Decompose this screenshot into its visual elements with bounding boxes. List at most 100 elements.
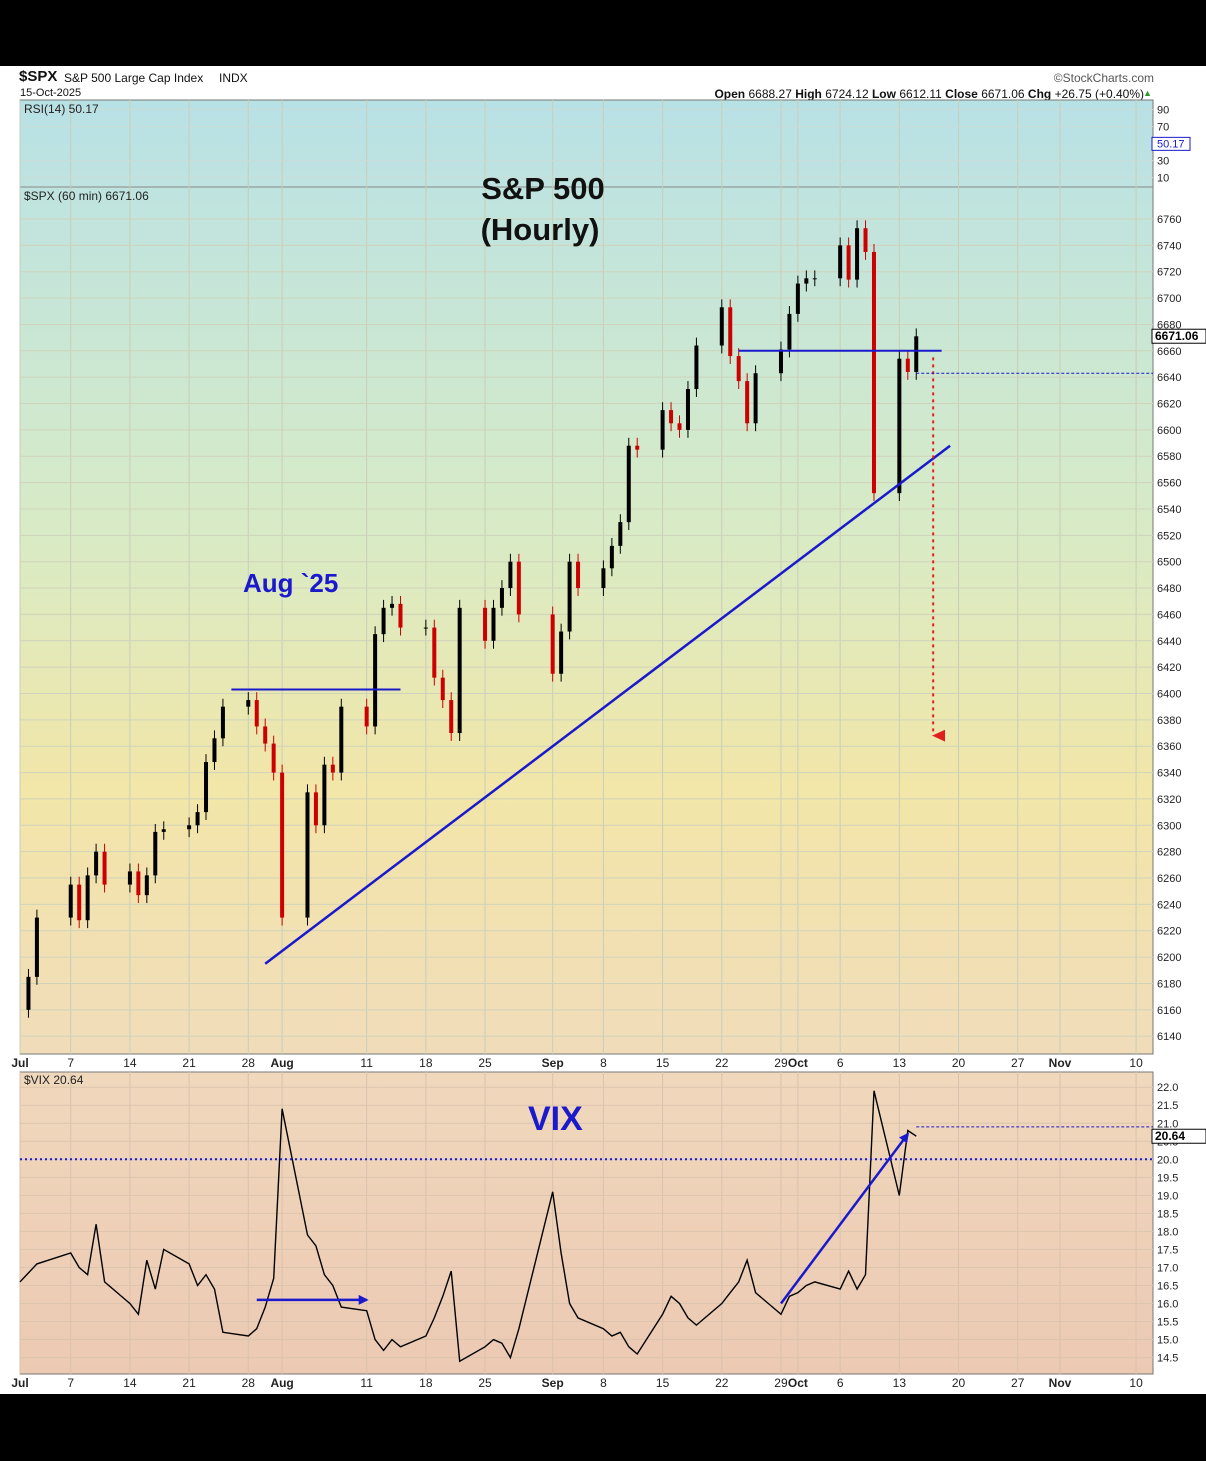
price-last-label: 6671.06 <box>1155 329 1199 343</box>
chg-value: +26.75 (+0.40%) <box>1054 87 1144 101</box>
x-tick-label: 8 <box>600 1056 607 1070</box>
price-tick-label: 6460 <box>1157 609 1181 621</box>
vix-tick-label: 15.0 <box>1157 1335 1178 1347</box>
price-candle <box>685 389 690 430</box>
price-candle <box>449 700 454 734</box>
price-candle <box>322 764 327 826</box>
vix-tick-label: 19.5 <box>1157 1172 1178 1184</box>
gridlines <box>19 100 1153 1374</box>
price-panel-bg <box>19 99 1154 1055</box>
price-candle <box>855 228 860 280</box>
price-tick-label: 6500 <box>1157 557 1181 569</box>
x-tick-label: Aug <box>270 1376 293 1390</box>
x-tick-label: Sep <box>542 1376 564 1390</box>
chart-title-line2: (Hourly) <box>481 212 600 247</box>
price-legend: $SPX (60 min) 6671.06 <box>24 189 149 203</box>
price-candle <box>609 545 614 569</box>
price-candle <box>195 812 200 826</box>
price-tick-label: 6340 <box>1157 768 1181 780</box>
x-tick-label: 22 <box>715 1376 729 1390</box>
high-value: 6724.12 <box>825 87 869 101</box>
x-tick-label: 15 <box>656 1056 670 1070</box>
price-candle <box>136 871 141 896</box>
price-candle <box>626 445 631 523</box>
vix-last-label: 20.64 <box>1155 1129 1185 1143</box>
vix-title: VIX <box>528 1100 583 1138</box>
rsi-tick-label: 90 <box>1157 105 1169 117</box>
price-candle <box>677 423 682 430</box>
price-candle <box>846 245 851 280</box>
price-tick-label: 6700 <box>1157 293 1181 305</box>
price-candle <box>440 677 445 701</box>
price-candle <box>144 875 149 896</box>
price-tick-label: 6260 <box>1157 873 1181 885</box>
vix-tick-label: 20.0 <box>1157 1154 1178 1166</box>
vix-tick-label: 18.5 <box>1157 1208 1178 1220</box>
high-label: High <box>795 87 822 101</box>
price-candle <box>127 871 132 885</box>
price-tick-label: 6220 <box>1157 926 1181 938</box>
price-candle <box>804 278 809 284</box>
x-tick-label: Sep <box>542 1056 564 1070</box>
x-tick-label: 7 <box>67 1376 74 1390</box>
price-candle <box>736 356 741 382</box>
symbol-label: $SPX <box>19 68 58 85</box>
price-candle <box>508 561 513 589</box>
price-candle <box>432 627 437 678</box>
price-candle <box>905 358 910 372</box>
price-tick-label: 6400 <box>1157 688 1181 700</box>
vix-tick-label: 16.0 <box>1157 1299 1178 1311</box>
price-candle <box>601 568 606 589</box>
price-candle <box>559 631 564 674</box>
vix-tick-label: 16.5 <box>1157 1280 1178 1292</box>
price-tick-label: 6140 <box>1157 1031 1181 1043</box>
chart-svg: RSI(14) 50.17 $SPX (60 min) 6671.06 $VIX… <box>11 99 1206 1390</box>
x-tick-label: 22 <box>715 1056 729 1070</box>
chg-label: Chg <box>1027 87 1052 101</box>
x-tick-label: 11 <box>360 1376 373 1390</box>
price-candle <box>871 251 876 494</box>
rsi-value-label: 50.17 <box>1157 138 1185 150</box>
chart-title-line1: S&P 500 <box>481 171 605 206</box>
x-tick-label: 14 <box>123 1056 137 1070</box>
rsi-tick-label: 70 <box>1157 122 1169 134</box>
vix-tick-label: 21.5 <box>1157 1100 1178 1112</box>
price-candle <box>187 825 192 830</box>
price-tick-label: 6620 <box>1157 399 1181 411</box>
price-candle <box>838 245 843 279</box>
price-candle <box>204 762 209 813</box>
x-tick-label: Jul <box>11 1056 28 1070</box>
close-value: 6671.06 <box>981 87 1025 101</box>
chart-page: $SPX S&P 500 Large Cap Index INDX 15-Oct… <box>0 66 1206 1394</box>
price-tick-label: 6380 <box>1157 715 1181 727</box>
price-last-label-box <box>1151 328 1206 344</box>
x-tick-label: 10 <box>1129 1376 1143 1390</box>
x-tick-label: Oct <box>788 1376 808 1390</box>
index-name: S&P 500 Large Cap Index <box>64 71 204 85</box>
vix-tick-label: 18.0 <box>1157 1226 1178 1238</box>
price-tick-label: 6440 <box>1157 636 1181 648</box>
price-candle <box>694 345 699 390</box>
price-candle <box>914 336 919 372</box>
x-tick-label: Nov <box>1049 1376 1072 1390</box>
vix-tick-label: 17.5 <box>1157 1244 1178 1256</box>
price-candle <box>153 831 158 876</box>
aug-annotation: Aug `25 <box>243 568 338 598</box>
x-tick-label: 20 <box>952 1056 966 1070</box>
price-candle <box>753 373 758 424</box>
price-candle <box>719 307 724 346</box>
price-candle <box>423 627 428 629</box>
x-tick-label: 29 <box>774 1056 788 1070</box>
vix-series <box>19 1090 917 1363</box>
price-candle <box>863 228 868 252</box>
vix-tick-label: 22.0 <box>1157 1082 1178 1094</box>
price-candle <box>499 588 504 608</box>
price-annotations <box>231 349 1153 965</box>
x-tick-label: 13 <box>893 1056 907 1070</box>
price-candle <box>364 706 369 727</box>
price-tick-label: 6300 <box>1157 820 1181 832</box>
price-candle <box>26 976 31 1010</box>
vix-tick-label: 15.5 <box>1157 1317 1178 1329</box>
price-candle <box>897 358 902 494</box>
price-candle <box>390 603 395 608</box>
